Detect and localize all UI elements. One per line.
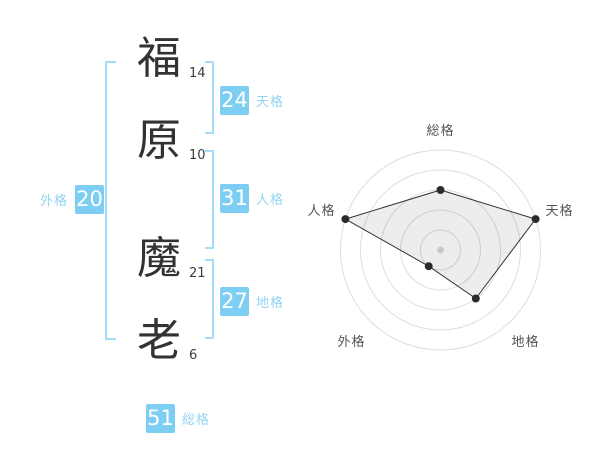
radar-axis-label: 天格 xyxy=(546,203,574,219)
radar-axis-label: 外格 xyxy=(337,334,365,350)
gaikaku-value-badge: 20 xyxy=(75,185,105,214)
name-character-row: 原 10 xyxy=(133,115,206,166)
radar-data-point xyxy=(341,215,350,224)
gaikaku-group: 外格 20 xyxy=(40,185,105,214)
chikaku-bracket xyxy=(205,259,214,339)
jinkaku-group: 31 人格 xyxy=(220,184,284,213)
chikaku-value-badge: 27 xyxy=(220,287,249,316)
name-character: 原 xyxy=(137,115,181,166)
stroke-count: 10 xyxy=(189,148,206,163)
name-character-row: 魔 21 xyxy=(133,233,206,284)
name-character: 老 xyxy=(137,315,181,366)
radar-data-polygon xyxy=(344,189,537,299)
name-character: 福 xyxy=(137,33,181,84)
soukaku-group: 51 総格 xyxy=(146,404,210,433)
stroke-count: 14 xyxy=(189,66,206,81)
name-character-row: 福 14 xyxy=(133,33,206,84)
radar-grid-ring xyxy=(420,229,461,271)
jinkaku-label: 人格 xyxy=(256,193,285,208)
name-character-row: 老 6 xyxy=(133,315,197,366)
tenkaku-bracket xyxy=(205,61,214,134)
tenkaku-value-badge: 24 xyxy=(220,86,249,115)
radar-axis-label: 人格 xyxy=(307,203,335,219)
jinkaku-bracket xyxy=(205,150,214,249)
chikaku-label: 地格 xyxy=(256,296,285,311)
radar-axis-label: 地格 xyxy=(511,334,539,350)
radar-chart-area: 総格天格地格 外格 人格 xyxy=(300,100,600,380)
chikaku-group: 27 地格 xyxy=(220,287,284,316)
radar-axis-label: 総格 xyxy=(426,123,454,139)
name-character: 魔 xyxy=(137,233,181,284)
stroke-count: 21 xyxy=(189,266,206,281)
gaikaku-label: 外格 xyxy=(40,194,69,209)
radar-grid-ring xyxy=(360,169,521,331)
radar-data-point xyxy=(471,294,480,303)
radar-data-point xyxy=(436,186,445,194)
radar-data-point xyxy=(531,215,540,224)
soukaku-value-badge: 51 xyxy=(146,404,175,433)
stroke-count: 6 xyxy=(189,348,198,363)
tenkaku-label: 天格 xyxy=(256,95,285,110)
radar-center-dot xyxy=(437,246,444,254)
gaikaku-bracket xyxy=(105,61,116,340)
jinkaku-value-badge: 31 xyxy=(220,184,249,213)
tenkaku-group: 24 天格 xyxy=(220,86,284,115)
soukaku-label: 総格 xyxy=(182,413,211,428)
radar-grid-ring xyxy=(340,149,541,351)
radar-data-point xyxy=(424,262,433,271)
